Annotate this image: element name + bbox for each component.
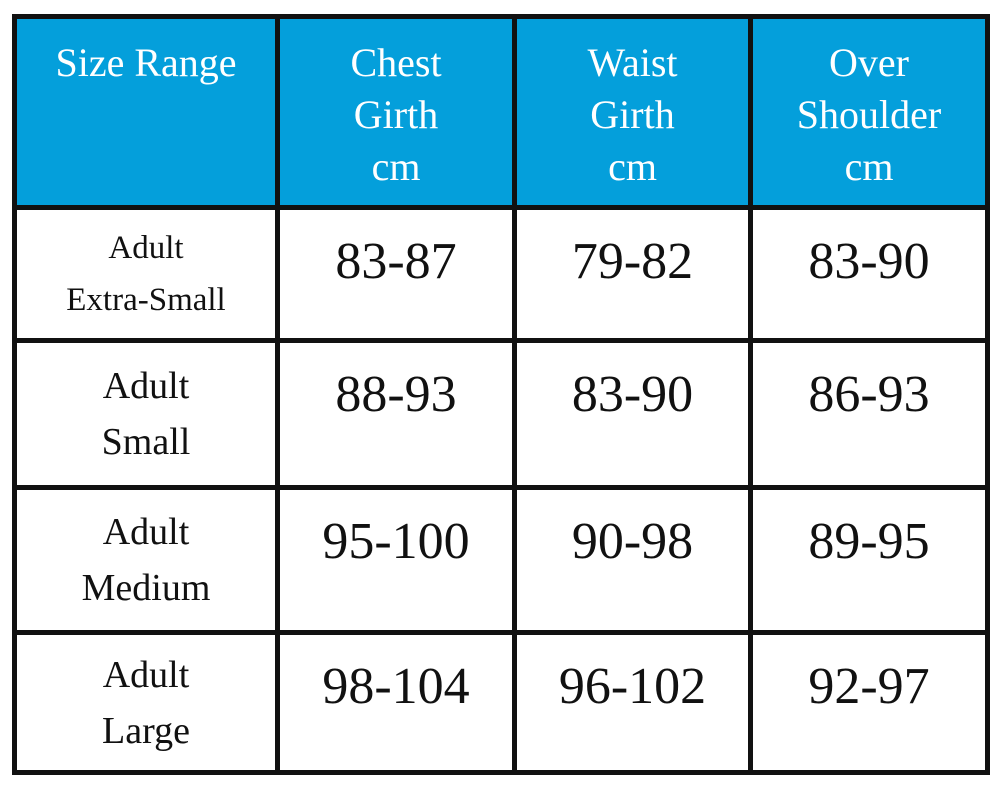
value-cell: 83-90 (753, 210, 985, 338)
cell-line: Over (829, 40, 909, 85)
cell-line: Waist (587, 40, 678, 85)
cell-line: cm (844, 144, 894, 189)
row-label: Adult Large (17, 635, 275, 770)
cell-line: cm (371, 144, 421, 189)
header-cell: Over Shoulder cm (753, 19, 985, 205)
size-table: Size Range Chest Girth cm Waist Girth cm Over Sh… (12, 14, 990, 775)
row-label: Adult Small (17, 343, 275, 485)
value-cell: 79-82 (517, 210, 748, 338)
cell-line: Girth (590, 92, 675, 137)
cell-line: Chest (350, 40, 442, 85)
cell-line: Size Range (55, 40, 237, 85)
row-label: Adult Extra-Small (17, 210, 275, 338)
value-cell: 83-90 (517, 343, 748, 485)
value-cell: 96-102 (517, 635, 748, 770)
value-cell: 92-97 (753, 635, 985, 770)
cell-line: Large (102, 709, 190, 752)
cell-line: Extra-Small (66, 282, 226, 318)
value-cell: 95-100 (280, 490, 512, 630)
cell-line: Adult (102, 653, 190, 696)
header-cell: Waist Girth cm (517, 19, 748, 205)
value-cell: 90-98 (517, 490, 748, 630)
cell-line: Small (101, 421, 191, 463)
value-cell: 83-87 (280, 210, 512, 338)
value-cell: 98-104 (280, 635, 512, 770)
cell-line: Medium (81, 567, 211, 609)
cell-line: Girth (353, 92, 439, 137)
cell-line: cm (608, 144, 657, 189)
cell-line: Shoulder (796, 92, 942, 137)
value-cell: 88-93 (280, 343, 512, 485)
cell-line: Adult (108, 230, 184, 266)
value-cell: 89-95 (753, 490, 985, 630)
cell-line: Adult (102, 511, 190, 553)
cell-line: Adult (102, 365, 190, 407)
value-cell: 86-93 (753, 343, 985, 485)
header-cell: Size Range (17, 19, 275, 205)
header-cell: Chest Girth cm (280, 19, 512, 205)
row-label: Adult Medium (17, 490, 275, 630)
